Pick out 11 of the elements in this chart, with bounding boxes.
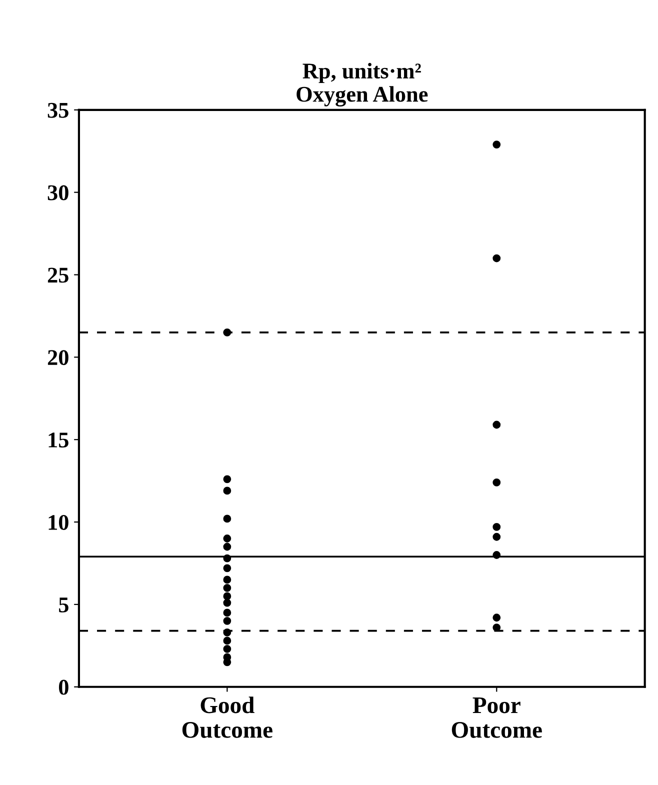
y-tick-label: 0 [58, 680, 68, 695]
y-tick-label: 25 [48, 268, 68, 283]
y-tick-label: 30 [48, 185, 68, 200]
x-tick-label: Good Outcome [182, 696, 272, 738]
chart-title: Rp, units·m² Oxygen Alone [296, 62, 428, 106]
y-tick-label: 35 [48, 102, 68, 118]
y-tick-label: 15 [48, 432, 68, 448]
y-tick-label: 10 [48, 514, 68, 530]
x-tick-label: Poor Outcome [452, 698, 542, 738]
y-tick-label: 5 [59, 598, 68, 612]
y-tick-label: 20 [48, 350, 68, 366]
